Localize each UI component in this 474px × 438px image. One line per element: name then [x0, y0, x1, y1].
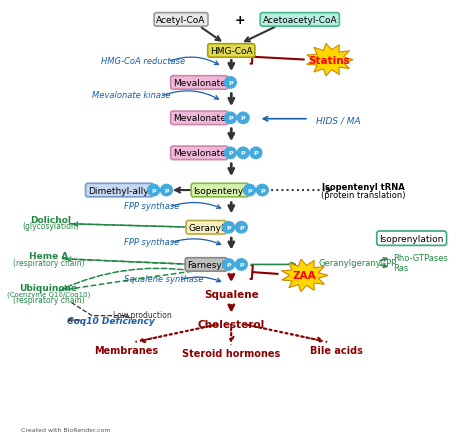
Circle shape [256, 185, 268, 196]
Text: P: P [226, 225, 231, 230]
Text: Rho-GTPases: Rho-GTPases [393, 253, 448, 262]
Circle shape [224, 148, 237, 159]
Text: Membranes: Membranes [94, 345, 158, 355]
Text: P: P [228, 116, 233, 121]
Text: (protein translation): (protein translation) [321, 191, 406, 199]
Circle shape [236, 259, 247, 271]
Text: Acetoacetyl-CoA: Acetoacetyl-CoA [263, 16, 337, 25]
Circle shape [244, 185, 255, 196]
Text: Dimethyl-allyl: Dimethyl-allyl [88, 186, 151, 195]
Text: Cholesterol: Cholesterol [198, 320, 265, 330]
Circle shape [223, 259, 235, 271]
Text: Farnesyl: Farnesyl [188, 260, 225, 269]
Text: P: P [241, 116, 246, 121]
Text: (Coenzyme Q10/Coq10): (Coenzyme Q10/Coq10) [7, 291, 91, 297]
Text: P: P [151, 188, 156, 193]
Text: ZAA: ZAA [292, 271, 316, 281]
Text: HIDS / MA: HIDS / MA [316, 116, 360, 125]
Text: Heme A: Heme A [29, 251, 68, 261]
Polygon shape [307, 44, 353, 77]
Text: P: P [164, 188, 169, 193]
Text: Mevalonate kinase: Mevalonate kinase [92, 91, 171, 100]
Text: (respiratory chain): (respiratory chain) [13, 295, 84, 304]
Text: Steroid hormones: Steroid hormones [182, 349, 281, 358]
Text: P: P [247, 188, 252, 193]
Text: Created with BioRender.com: Created with BioRender.com [21, 427, 111, 432]
Circle shape [224, 78, 237, 89]
Text: Coq10 Deficiency: Coq10 Deficiency [67, 316, 155, 325]
Text: P: P [239, 225, 244, 230]
Text: Isoprenylation: Isoprenylation [380, 234, 444, 243]
Text: P: P [228, 151, 233, 156]
Text: Dolichol: Dolichol [30, 215, 72, 224]
Text: Isopentenyl: Isopentenyl [193, 186, 246, 195]
Text: Statins: Statins [309, 56, 350, 66]
Text: Bile acids: Bile acids [310, 345, 363, 355]
Circle shape [148, 185, 160, 196]
Text: Mevalonate: Mevalonate [173, 79, 226, 88]
Circle shape [237, 113, 249, 124]
Circle shape [161, 185, 173, 196]
Text: Squalene synthase: Squalene synthase [124, 275, 203, 284]
Text: HMG-CoA: HMG-CoA [210, 47, 253, 56]
Text: FPP synthase: FPP synthase [124, 238, 179, 247]
Text: P: P [241, 151, 246, 156]
Text: Mevalonate: Mevalonate [173, 114, 226, 123]
Text: Ubiquinone: Ubiquinone [19, 283, 78, 293]
Text: Isopentenyl tRNA: Isopentenyl tRNA [322, 183, 405, 192]
Text: Squalene: Squalene [204, 289, 259, 299]
Text: Mevalonate: Mevalonate [173, 149, 226, 158]
Text: HMG-CoA reductase: HMG-CoA reductase [101, 57, 185, 65]
Text: Geranyl: Geranyl [188, 223, 224, 232]
Text: Acetyl-CoA: Acetyl-CoA [156, 16, 206, 25]
Circle shape [236, 222, 247, 233]
Circle shape [224, 113, 237, 124]
Text: (respiratory chain): (respiratory chain) [13, 258, 84, 267]
Circle shape [250, 148, 262, 159]
Text: Geranylgeranyl-PP: Geranylgeranyl-PP [318, 258, 396, 267]
Text: (glycosylation): (glycosylation) [23, 222, 79, 231]
Text: FPP synthase: FPP synthase [124, 201, 179, 210]
Text: P: P [239, 262, 244, 267]
Text: P: P [226, 262, 231, 267]
Text: +: + [235, 14, 246, 27]
Text: P: P [254, 151, 258, 156]
Circle shape [223, 222, 235, 233]
Text: P: P [260, 188, 264, 193]
Circle shape [237, 148, 249, 159]
Text: Low production: Low production [113, 311, 172, 320]
Text: P: P [228, 81, 233, 86]
Text: Ras: Ras [393, 263, 409, 272]
Polygon shape [282, 260, 328, 292]
